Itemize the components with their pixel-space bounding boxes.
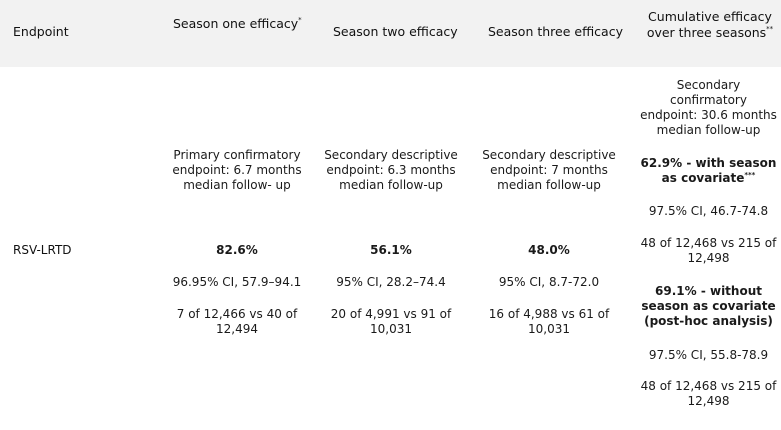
season-one-efficacy: 82.6%	[162, 243, 312, 258]
cumulative-with-covariate-cases-line2: 12,498	[687, 251, 730, 265]
season-two-description-line1: Secondary descriptive	[324, 148, 458, 162]
cumulative-with-covariate-cases-line1: 48 of 12,468 vs 215 of	[640, 236, 777, 250]
season-one-cases: 7 of 12,466 vs 40 of 12,494	[162, 307, 312, 337]
cumulative-description-line4: median follow-up	[656, 123, 761, 137]
season-three-description-line1: Secondary descriptive	[482, 148, 616, 162]
season-three-description-line2: endpoint: 7 months	[490, 163, 608, 177]
season-three-description-line3: median follow-up	[497, 178, 601, 192]
header-endpoint-label: Endpoint	[13, 24, 69, 39]
season-two-efficacy: 56.1%	[316, 243, 466, 258]
season-three-ci-value: 95% CI, 8.7-72.0	[498, 275, 600, 289]
season-one-ci: 96.95% CI, 57.9–94.1	[162, 275, 312, 290]
season-one-cases-line2: 12,494	[216, 322, 258, 336]
cumulative-without-covariate-cases-line2: 12,498	[687, 394, 730, 408]
header-cumulative-footnote-mark: **	[766, 25, 774, 33]
cumulative-with-covariate-line1: 62.9% - with season	[640, 156, 777, 170]
season-three-cases-line2: 10,031	[528, 322, 570, 336]
season-three-efficacy: 48.0%	[474, 243, 624, 258]
cumulative-cell: Secondary confirmatory endpoint: 30.6 mo…	[636, 78, 781, 418]
table-header: Endpoint Season one efficacy* Season two…	[0, 0, 781, 67]
season-two-cell: Secondary descriptive endpoint: 6.3 mont…	[316, 148, 466, 193]
season-three-efficacy-value: 48.0%	[528, 243, 570, 257]
header-season-one: Season one efficacy*	[173, 16, 302, 32]
season-three-cell: Secondary descriptive endpoint: 7 months…	[474, 148, 624, 193]
cumulative-with-covariate-footnote-mark: ***	[744, 171, 756, 179]
cumulative-without-covariate-line3: (post-hoc analysis)	[644, 314, 773, 328]
season-three-cases: 16 of 4,988 vs 61 of 10,031	[474, 307, 624, 337]
cumulative-without-covariate-line2: season as covariate	[641, 299, 776, 313]
header-season-one-footnote-mark: *	[298, 16, 302, 24]
season-two-cases: 20 of 4,991 vs 91 of 10,031	[316, 307, 466, 337]
header-season-two-label: Season two efficacy	[333, 24, 458, 39]
cumulative-without-covariate-line1: 69.1% - without	[655, 284, 762, 298]
season-one-efficacy-value: 82.6%	[216, 243, 258, 257]
cumulative-with-covariate-ci: 97.5% CI, 46.7-74.8	[648, 204, 769, 218]
cumulative-with-covariate-line2: as covariate	[661, 171, 745, 185]
season-one-description-line2: endpoint: 6.7 months	[172, 163, 302, 177]
season-two-description-line2: endpoint: 6.3 months	[326, 163, 456, 177]
cumulative-without-covariate-ci: 97.5% CI, 55.8-78.9	[648, 348, 769, 362]
season-one-description-line3: median follow- up	[183, 178, 291, 192]
row-endpoint: RSV-LRTD	[13, 243, 72, 258]
season-two-efficacy-value: 56.1%	[370, 243, 412, 257]
endpoint-name: RSV-LRTD	[13, 243, 72, 257]
cumulative-description-line2: confirmatory	[670, 93, 747, 107]
season-two-ci: 95% CI, 28.2–74.4	[316, 275, 466, 290]
season-two-description-line3: median follow-up	[339, 178, 443, 192]
season-one-cases-line1: 7 of 12,466 vs 40 of	[176, 307, 298, 321]
season-three-ci: 95% CI, 8.7-72.0	[474, 275, 624, 290]
header-cumulative-line2: over three seasons	[646, 25, 767, 40]
season-two-cases-line1: 20 of 4,991 vs 91 of	[330, 307, 452, 321]
cumulative-description-line1: Secondary	[676, 78, 741, 92]
season-one-cell: Primary confirmatory endpoint: 6.7 month…	[162, 148, 312, 193]
season-three-cases-line1: 16 of 4,988 vs 61 of	[488, 307, 610, 321]
cumulative-description-line3: endpoint: 30.6 months	[640, 108, 777, 122]
cumulative-without-covariate-cases-line1: 48 of 12,468 vs 215 of	[640, 379, 777, 393]
season-one-description-line1: Primary confirmatory	[173, 148, 301, 162]
header-cumulative: Cumulative efficacy over three seasons**	[640, 9, 780, 41]
header-season-three-label: Season three efficacy	[488, 24, 623, 39]
season-two-cases-line2: 10,031	[370, 322, 412, 336]
header-cumulative-line1: Cumulative efficacy	[648, 9, 772, 24]
season-two-ci-value: 95% CI, 28.2–74.4	[336, 275, 446, 289]
season-one-ci-value: 96.95% CI, 57.9–94.1	[172, 275, 302, 289]
header-season-three: Season three efficacy	[488, 24, 623, 40]
header-season-one-label: Season one efficacy	[173, 16, 299, 31]
header-endpoint: Endpoint	[13, 24, 69, 40]
header-season-two: Season two efficacy	[333, 24, 458, 40]
